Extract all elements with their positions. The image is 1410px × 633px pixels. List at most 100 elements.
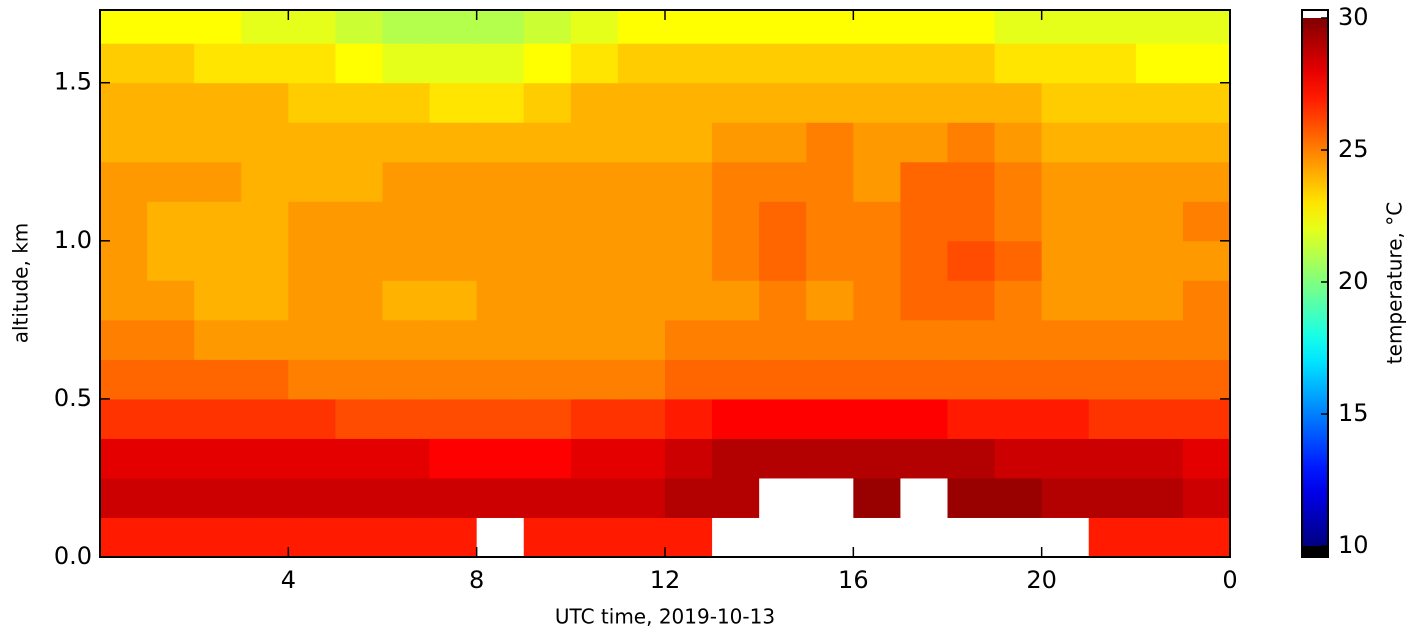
heatmap-cell bbox=[147, 517, 195, 557]
heatmap-cell bbox=[429, 398, 478, 439]
heatmap-cell bbox=[900, 201, 948, 242]
heatmap-cell bbox=[288, 161, 336, 202]
heatmap-cell bbox=[1088, 240, 1137, 281]
heatmap-cell bbox=[712, 359, 760, 400]
y-tick-label: 0.5 bbox=[54, 384, 92, 412]
heatmap-cell bbox=[241, 280, 289, 321]
heatmap-cell bbox=[570, 43, 619, 84]
heatmap-cell bbox=[1041, 82, 1090, 123]
heatmap-cell bbox=[617, 359, 666, 400]
heatmap-cell bbox=[1041, 477, 1090, 518]
heatmap-cell bbox=[100, 280, 148, 321]
heatmap-cell bbox=[241, 240, 289, 281]
heatmap-cell bbox=[1088, 82, 1137, 123]
x-axis-label: UTC time, 2019-10-13 bbox=[555, 605, 775, 629]
heatmap-cell bbox=[1088, 161, 1137, 202]
heatmap-cell bbox=[1182, 82, 1230, 123]
heatmap-cell bbox=[900, 10, 948, 44]
heatmap-cell bbox=[476, 161, 525, 202]
colorbar-tick-label: 30 bbox=[1338, 3, 1369, 31]
heatmap-cell bbox=[994, 240, 1043, 281]
heatmap-cell bbox=[617, 280, 666, 321]
heatmap-cell bbox=[1182, 280, 1230, 321]
heatmap-cell bbox=[617, 319, 666, 360]
heatmap-cell bbox=[382, 122, 431, 163]
heatmap-cell bbox=[147, 359, 195, 400]
heatmap-cell bbox=[429, 10, 478, 44]
heatmap-cell bbox=[853, 359, 901, 400]
heatmap-cell bbox=[712, 161, 760, 202]
heatmap-cell bbox=[759, 43, 807, 84]
heatmap-cell bbox=[665, 398, 713, 439]
heatmap-cell bbox=[429, 122, 478, 163]
heatmap-cell bbox=[241, 398, 289, 439]
heatmap-cell bbox=[853, 517, 901, 557]
heatmap-cell bbox=[523, 280, 572, 321]
heatmap-cell bbox=[853, 477, 901, 518]
heatmap-cell bbox=[900, 280, 948, 321]
heatmap-cell bbox=[853, 319, 901, 360]
heatmap-cell bbox=[241, 43, 289, 84]
heatmap-cell bbox=[900, 517, 948, 557]
heatmap-cell bbox=[712, 10, 760, 44]
heatmap-cell bbox=[994, 398, 1043, 439]
heatmap-cell bbox=[194, 240, 242, 281]
heatmap-cell bbox=[712, 280, 760, 321]
heatmap-cell bbox=[806, 319, 854, 360]
heatmap-cell bbox=[712, 477, 760, 518]
heatmap-cell bbox=[429, 161, 478, 202]
heatmap-cell bbox=[429, 82, 478, 123]
heatmap-cell bbox=[288, 477, 336, 518]
heatmap-cell bbox=[100, 122, 148, 163]
heatmap-cell bbox=[1135, 359, 1184, 400]
heatmap-cell bbox=[241, 10, 289, 44]
heatmap-cell bbox=[947, 359, 996, 400]
heatmap-cell bbox=[570, 398, 619, 439]
heatmap-cell bbox=[335, 477, 383, 518]
heatmap-cell bbox=[288, 82, 336, 123]
heatmap-cell bbox=[617, 438, 666, 479]
heatmap-cell bbox=[523, 201, 572, 242]
heatmap-cell bbox=[335, 438, 383, 479]
heatmap-cell bbox=[994, 122, 1043, 163]
heatmap-cell bbox=[523, 517, 572, 557]
heatmap-cell bbox=[147, 201, 195, 242]
heatmap-cell bbox=[994, 10, 1043, 44]
heatmap-cell bbox=[853, 438, 901, 479]
heatmap-cell bbox=[806, 122, 854, 163]
heatmap-cell bbox=[476, 319, 525, 360]
heatmap-cell bbox=[1088, 201, 1137, 242]
heatmap-cell bbox=[712, 517, 760, 557]
heatmap-cell bbox=[1041, 10, 1090, 44]
heatmap-cell bbox=[900, 359, 948, 400]
heatmap-cell bbox=[759, 240, 807, 281]
heatmap-cell bbox=[382, 82, 431, 123]
heatmap-cell bbox=[570, 477, 619, 518]
heatmap-cell bbox=[1135, 43, 1184, 84]
heatmap-cells bbox=[100, 10, 1230, 557]
heatmap-cell bbox=[900, 122, 948, 163]
heatmap-cell bbox=[335, 280, 383, 321]
heatmap-cell bbox=[194, 10, 242, 44]
heatmap-cell bbox=[335, 201, 383, 242]
heatmap-cell bbox=[1041, 319, 1090, 360]
x-tick-label: 16 bbox=[838, 566, 869, 594]
heatmap-cell bbox=[100, 201, 148, 242]
heatmap-cell bbox=[1135, 517, 1184, 557]
heatmap-cell bbox=[335, 517, 383, 557]
heatmap-cell bbox=[617, 240, 666, 281]
heatmap-cell bbox=[1041, 201, 1090, 242]
heatmap-cell bbox=[382, 438, 431, 479]
heatmap-cell bbox=[759, 398, 807, 439]
heatmap-cell bbox=[194, 201, 242, 242]
heatmap-cell bbox=[100, 82, 148, 123]
heatmap-cell bbox=[382, 43, 431, 84]
heatmap-cell bbox=[1135, 438, 1184, 479]
colorbar-label: temperature, °C bbox=[1383, 202, 1407, 364]
heatmap-cell bbox=[147, 398, 195, 439]
heatmap-cell bbox=[570, 319, 619, 360]
heatmap-cell bbox=[806, 43, 854, 84]
heatmap-cell bbox=[665, 240, 713, 281]
heatmap-cell bbox=[994, 477, 1043, 518]
heatmap-cell bbox=[100, 43, 148, 84]
